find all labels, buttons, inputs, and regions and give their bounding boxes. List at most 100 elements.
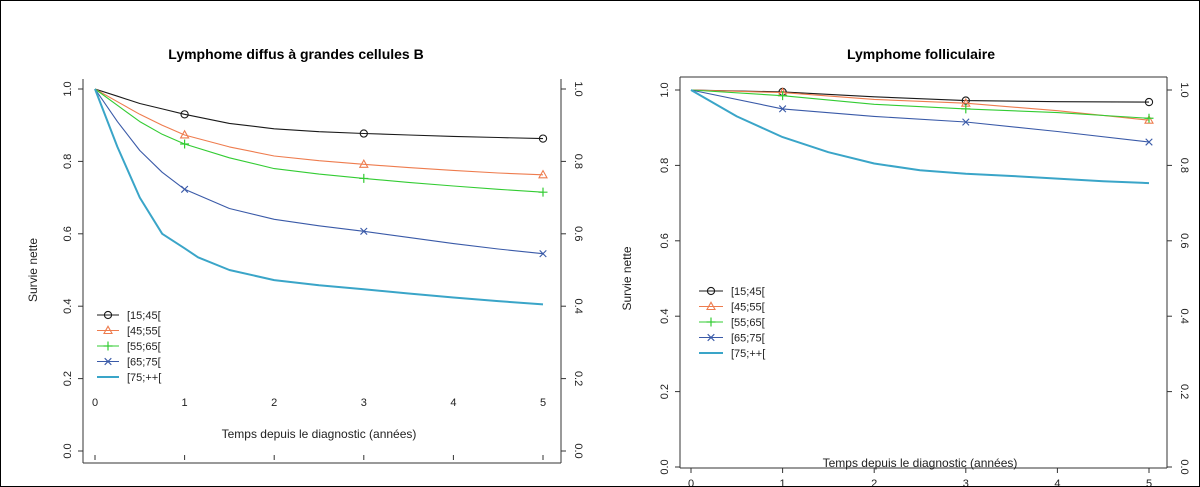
legend-marker: [707, 333, 715, 342]
chart-svg: 0 1 2 3 4 5 0.0 0.0 0.2 0.2 0.4 0.4 0.6 0.6 0.8 0.8 1.0 1…: [620, 76, 1190, 486]
legend-label: [15;45[: [731, 286, 765, 298]
series-2: [94, 88, 548, 197]
legend-marker: [706, 301, 716, 311]
y-tick-label-left: 1.0: [62, 81, 74, 96]
series-line: [690, 89, 1150, 121]
y-tick-label-right: 0.6: [572, 226, 584, 241]
y-tick-label-right: 0.4: [1178, 309, 1190, 324]
x-tick-label: 5: [540, 397, 546, 409]
y-tick-label-right: 0.8: [572, 154, 584, 169]
legend-marker: [103, 310, 113, 320]
x-axis-label: Temps depuis le diagnostic (années): [222, 427, 417, 441]
x-tick-label: 2: [871, 478, 877, 486]
legend-label: [45;55[: [731, 302, 765, 314]
data-point-marker: [1145, 138, 1153, 146]
series-4: [690, 89, 1150, 185]
series-line: [690, 89, 1150, 185]
series-4: [94, 88, 544, 306]
series-3: [690, 89, 1153, 146]
legend: [15;45[ [45;55[ [55;65[ [65;75[ [75;++[: [97, 310, 161, 384]
series-line: [94, 88, 544, 193]
data-point-marker: [961, 104, 971, 114]
legend-label: [45;55[: [127, 326, 161, 338]
y-tick-label-right: 0.0: [1178, 459, 1190, 474]
x-tick-label: 5: [1146, 478, 1152, 486]
x-tick-label: 0: [92, 397, 98, 409]
chart-svg: 0 1 2 3 4 5 0.0 0.0 0.2 0.2 0.4 0.4 0.6 0.6 0.8 0.8 1.0 1…: [26, 79, 584, 464]
y-tick-label-right: 0.0: [572, 443, 584, 458]
legend-label: [65;75[: [127, 357, 161, 369]
y-tick-label-left: 0.6: [62, 226, 74, 241]
data-point-marker: [778, 91, 788, 101]
data-point-marker: [179, 129, 190, 139]
y-tick-label-right: 0.6: [1178, 233, 1190, 248]
y-tick-label-right: 0.2: [1178, 384, 1190, 399]
data-point-marker: [538, 187, 548, 197]
series-line: [690, 89, 1150, 119]
data-point-marker: [360, 227, 368, 235]
legend-marker: [706, 317, 716, 327]
data-point-marker: [538, 169, 548, 179]
x-tick-label: 3: [361, 397, 367, 409]
y-tick-label-right: 0.8: [1178, 158, 1190, 173]
y-tick-label-left: 0.0: [659, 459, 671, 474]
data-point-marker: [359, 173, 369, 183]
chart-title: Lymphome diffus à grandes cellules B: [168, 46, 424, 62]
y-tick-label-left: 0.2: [62, 371, 74, 386]
series-0: [94, 88, 548, 143]
series-line: [94, 88, 544, 176]
legend-marker: [103, 325, 113, 335]
y-tick-label-left: 0.4: [62, 299, 74, 314]
series-line: [690, 89, 1150, 103]
legend-label: [75;++[: [127, 372, 161, 384]
legend-marker: [104, 357, 112, 366]
legend-label: [65;75[: [731, 333, 765, 345]
data-point-marker: [539, 250, 547, 258]
y-tick-label-right: 1.0: [572, 81, 584, 96]
series-line: [94, 88, 544, 255]
x-tick-label: 1: [182, 397, 188, 409]
data-point-marker: [961, 96, 970, 105]
x-tick-label: 4: [1054, 478, 1060, 486]
series-0: [690, 87, 1154, 107]
data-point-marker: [778, 105, 787, 113]
y-tick-label-left: 0.2: [659, 384, 671, 399]
y-tick-label-left: 0.4: [659, 309, 671, 324]
y-tick-label-right: 0.2: [572, 371, 584, 386]
data-point-marker: [1144, 114, 1154, 124]
y-tick-label-right: 0.4: [572, 299, 584, 314]
data-point-marker: [180, 110, 189, 119]
data-point-marker: [180, 185, 189, 193]
y-axis-label: Survie nette: [620, 246, 634, 310]
legend-marker: [103, 341, 113, 351]
data-point-marker: [1144, 97, 1154, 107]
legend: [15;45[[45;55[[55;65[[65;75[[75;++[: [699, 286, 765, 360]
legend-label: [55;65[: [127, 341, 161, 353]
x-tick-label: 3: [963, 478, 969, 486]
y-tick-label-left: 0.0: [62, 443, 74, 458]
y-axis-label: Survie nette: [26, 238, 40, 302]
y-tick-label-left: 0.8: [62, 154, 74, 169]
x-tick-label: 1: [780, 478, 786, 486]
series-1: [690, 87, 1154, 124]
x-tick-label: 4: [450, 397, 456, 409]
data-point-marker: [962, 118, 970, 126]
data-point-marker: [538, 134, 548, 143]
data-point-marker: [180, 139, 190, 149]
legend-marker: [706, 286, 716, 296]
legend-label: [55;65[: [731, 317, 765, 329]
x-tick-label: 2: [271, 397, 277, 409]
series-line: [94, 88, 544, 306]
series-2: [690, 89, 1154, 123]
series-line: [94, 88, 544, 140]
y-tick-label-left: 1.0: [659, 82, 671, 97]
chart-panel-follicular: Lymphome folliculaire 0 1 2 3 4 5 0.0 0.0 0.2 0.2…: [601, 1, 1199, 486]
series-1: [94, 88, 548, 179]
y-tick-label-left: 0.6: [659, 233, 671, 248]
x-tick-label: 0: [688, 478, 694, 486]
series-3: [94, 88, 547, 258]
data-point-marker: [1144, 113, 1154, 123]
chart-panel-dlbcl: Lymphome diffus à grandes cellules B 0 1 2…: [1, 1, 601, 486]
legend-label: [15;45[: [127, 310, 161, 322]
